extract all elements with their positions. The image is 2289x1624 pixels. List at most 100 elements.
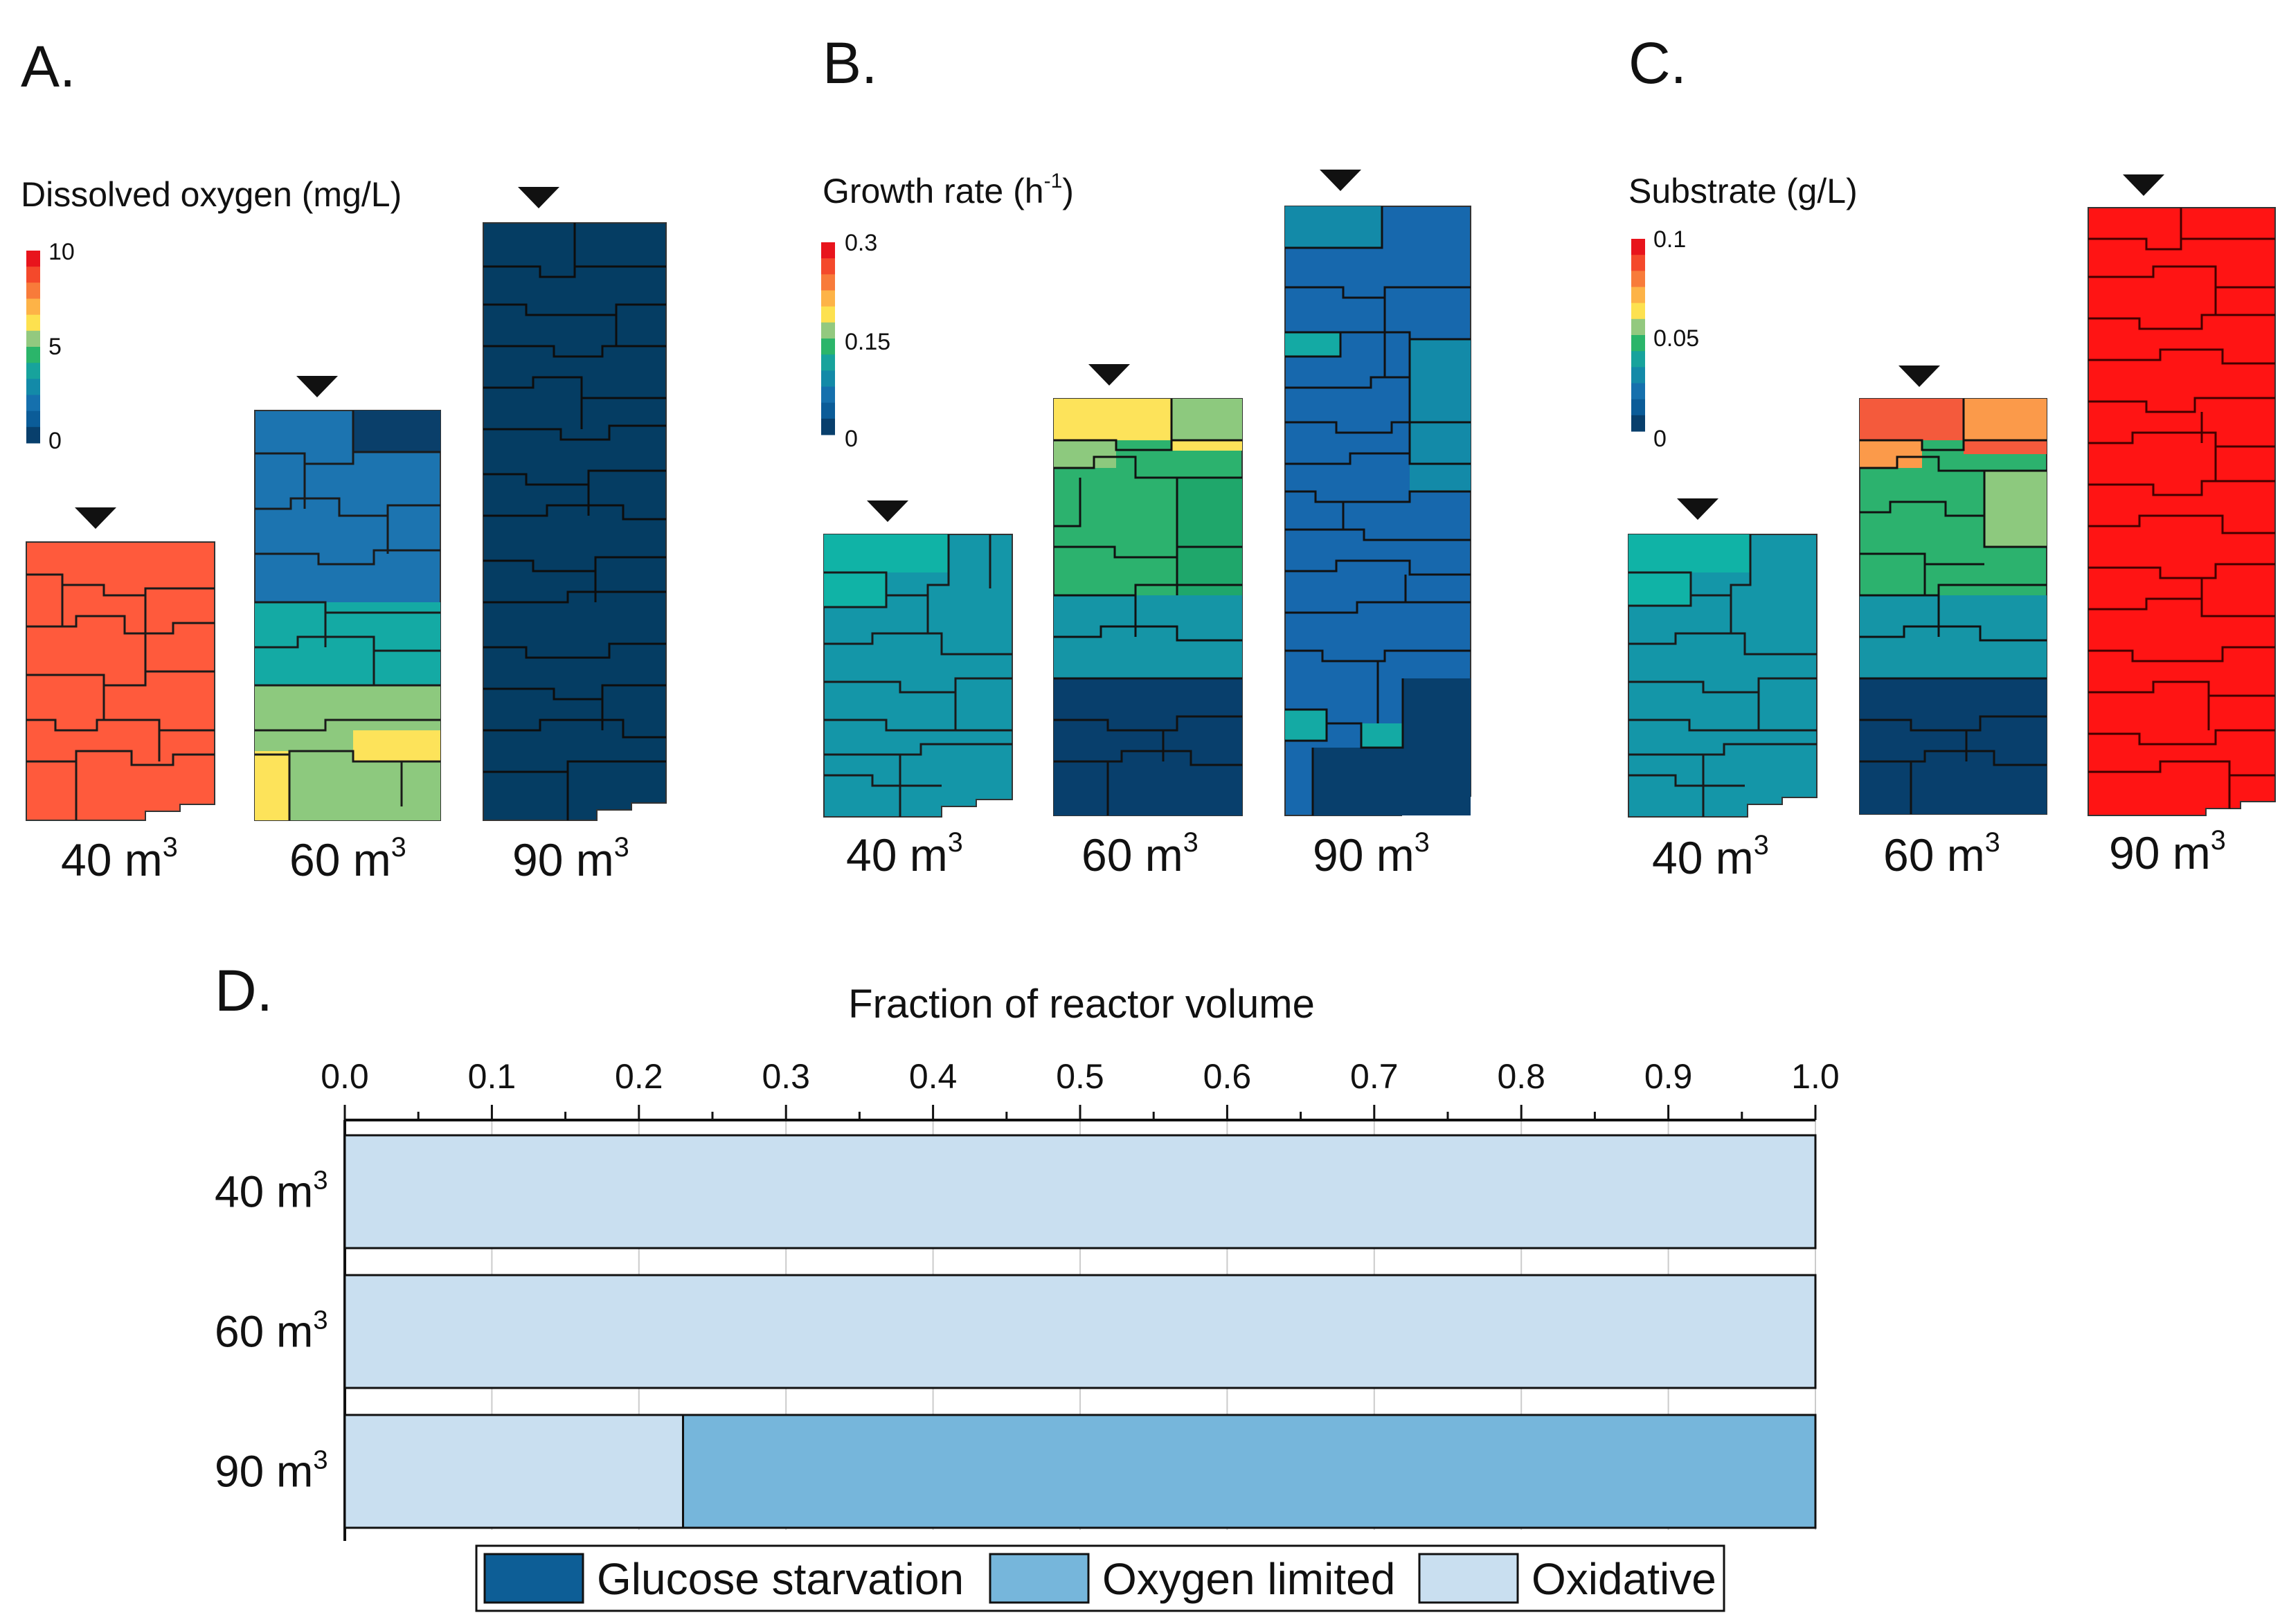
panel-c-tick-mid: 0.05 <box>1653 325 1699 352</box>
reactor-40-zone-top <box>1628 534 1750 572</box>
feed-arrow-icon <box>2123 174 2164 196</box>
y-category-label: 60 m3 <box>215 1306 328 1357</box>
colorbar-segment <box>26 410 40 428</box>
panel-a-label-40: 40 m3 <box>61 832 178 885</box>
reactor-90-zone-mid-2 <box>1410 464 1471 491</box>
panel-b-reactor-60 <box>1053 364 1243 816</box>
reactor-40-shape <box>26 541 215 821</box>
panel-a-reactor-60 <box>254 376 441 821</box>
panel-b-reactor-90 <box>1284 170 1471 816</box>
colorbar-segment <box>1631 351 1645 368</box>
colorbar-segment <box>821 339 835 355</box>
panel-c-reactor-60 <box>1859 366 2047 815</box>
colorbar-segment <box>821 242 835 259</box>
colorbar-segment <box>821 402 835 419</box>
reactor-90-compartments <box>2088 208 2275 809</box>
feed-arrow-icon <box>518 187 559 208</box>
feed-arrow-icon <box>867 500 908 522</box>
colorbar-segment <box>26 347 40 363</box>
colorbar-segment <box>821 258 835 275</box>
chart-legend: Glucose starvation Oxygen limited Oxidativ… <box>475 1544 1725 1612</box>
panel-b-letter: B. <box>823 30 877 96</box>
colorbar-segment <box>1631 335 1645 352</box>
colorbar-segment <box>1631 415 1645 432</box>
reactor-40-compartments <box>824 534 1012 817</box>
colorbar-segment <box>1631 239 1645 255</box>
reactor-60-zone-orange <box>1964 399 2047 440</box>
y-category-label: 90 m3 <box>215 1445 328 1497</box>
panel-c-label-60: 60 m3 <box>1883 827 2000 881</box>
panel-c: C. Substrate (g/L) 0.1 0.05 0 <box>1628 30 2276 883</box>
reactor-60-zone-red <box>1860 399 1964 440</box>
panel-d: D. Fraction of reactor volume 0.0 0.1 0.2 0… <box>215 958 1840 1612</box>
panel-a-label-60: 60 m3 <box>289 832 406 885</box>
colorbar-segment <box>26 251 40 267</box>
legend-label: Oxygen limited <box>1102 1554 1395 1604</box>
panel-b-tick-mid: 0.15 <box>845 329 890 355</box>
reactor-60-zone-top <box>353 410 440 452</box>
reactor-60-zone-yellow-2 <box>353 730 440 761</box>
bar-segment-oxidative <box>343 1274 1817 1389</box>
panel-b-reactor-40 <box>823 500 1013 818</box>
reactor-60-zone-red-2 <box>1964 440 2047 454</box>
chart-x-axis-title: Fraction of reactor volume <box>848 982 1315 1027</box>
feed-arrow-icon <box>1898 366 1940 387</box>
colorbar-segment <box>821 274 835 291</box>
stacked-bar-chart: 0.0 0.1 0.2 0.3 0.4 0.5 0.6 0.7 0.8 0.9 1.0 40 m3 60… <box>215 1057 1840 1612</box>
reactor-90-compartments <box>483 223 666 820</box>
panel-c-colorbar <box>1631 239 1645 432</box>
colorbar-segment <box>821 322 835 339</box>
colorbar-segment <box>1631 399 1645 416</box>
panel-c-colorbar-title: Substrate (g/L) <box>1628 172 1858 210</box>
panel-a: A. Dissolved oxygen (mg/L) 10 5 0 <box>21 34 667 885</box>
reactor-90-zone-teal-3 <box>1361 723 1403 748</box>
x-tick-label: 0.6 <box>1203 1057 1252 1096</box>
reactor-60-zone-dark <box>1860 678 2047 814</box>
panel-b: B. Growth rate (h-1) 0.3 0.15 0 <box>821 30 1471 881</box>
panel-a-colorbar-title: Dissolved oxygen (mg/L) <box>21 175 402 214</box>
reactor-60-zone-light <box>1172 399 1242 440</box>
reactor-60-zone-light <box>1984 471 2047 547</box>
reactor-90-zone-mid <box>1410 339 1471 464</box>
x-tick-label: 0.1 <box>468 1057 517 1096</box>
feed-arrow-icon <box>1320 170 1361 191</box>
x-tick-label: 0.8 <box>1497 1057 1545 1096</box>
bar-segment-oxidative <box>343 1134 1817 1249</box>
reactor-60-zone-yellow <box>1054 399 1172 440</box>
reactor-90-shape <box>2088 207 2276 816</box>
panel-d-letter: D. <box>215 958 273 1023</box>
feed-arrow-icon <box>1088 364 1130 386</box>
reactor-90-shape <box>483 222 667 821</box>
reactor-40-compartments <box>1628 534 1817 817</box>
colorbar-segment <box>821 354 835 371</box>
reactor-60-zone-yellow-2 <box>1172 440 1242 451</box>
reactor-40-zone-top-2 <box>824 572 886 607</box>
panel-a-reactor-40 <box>26 507 215 821</box>
panel-a-tick-max: 10 <box>48 239 75 265</box>
colorbar-segment <box>821 290 835 307</box>
colorbar-segment <box>26 330 40 348</box>
reactor-90-zone-top <box>1285 206 1382 248</box>
panel-b-tick-min: 0 <box>845 426 858 452</box>
reactor-40-zone-top <box>824 534 949 572</box>
colorbar-segment <box>26 395 40 412</box>
reactor-60-compartments <box>1054 399 1242 815</box>
colorbar-segment <box>1631 303 1645 320</box>
reactor-90-zone-teal-1 <box>1285 332 1340 357</box>
panel-c-reactor-40 <box>1628 498 1817 818</box>
colorbar-segment <box>26 379 40 395</box>
feed-arrow-icon <box>75 507 116 529</box>
reactor-60-compartments <box>255 410 440 820</box>
panel-c-letter: C. <box>1628 30 1687 96</box>
colorbar-segment <box>821 370 835 387</box>
panel-c-reactor-90 <box>2088 174 2276 816</box>
reactor-60-zone-orange-2 <box>1860 440 1922 468</box>
reactor-90-zone-dark-2 <box>1313 748 1471 815</box>
colorbar-segment <box>26 363 40 379</box>
x-tick-label: 0.5 <box>1056 1057 1104 1096</box>
colorbar-segment <box>1631 255 1645 271</box>
panel-b-label-90: 90 m3 <box>1313 827 1430 881</box>
bar-segment-oxidative <box>343 1414 685 1529</box>
colorbar-segment <box>1631 318 1645 336</box>
